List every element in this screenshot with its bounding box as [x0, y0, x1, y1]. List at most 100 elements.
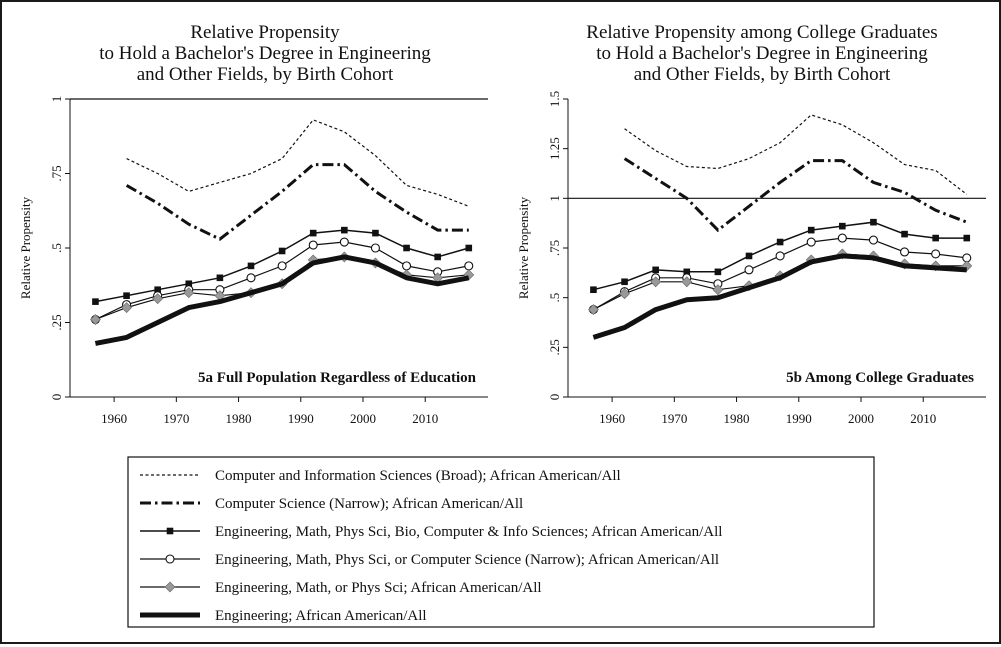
chart-title-line: and Other Fields, by Birth Cohort — [634, 64, 891, 85]
data-point-square — [714, 268, 722, 276]
x-tick-label: 1980 — [226, 411, 252, 426]
data-point-circle — [775, 251, 785, 261]
data-point-diamond — [712, 284, 724, 296]
data-point-square — [901, 230, 908, 238]
data-point-diamond — [681, 276, 693, 288]
x-tick-label: 2010 — [412, 411, 438, 426]
y-tick-label: .5 — [547, 293, 562, 303]
data-point-circle — [931, 249, 941, 259]
series-line-diamond — [593, 253, 967, 311]
panel-5b: Relative Propensity among College Gradua… — [516, 22, 986, 426]
data-point-square — [341, 226, 348, 234]
data-point-square — [745, 252, 753, 260]
y-axis-label: Relative Propensity — [516, 196, 531, 299]
y-tick-label: .25 — [49, 314, 64, 330]
data-point-circle — [900, 247, 910, 257]
legend-label: Engineering; African American/All — [215, 608, 427, 624]
panel-label: 5a Full Population Regardless of Educati… — [198, 370, 477, 386]
data-point-square — [683, 268, 691, 276]
data-point-diamond — [619, 288, 630, 300]
data-point-square — [776, 238, 784, 246]
data-point-square — [652, 266, 659, 274]
legend-label: Computer and Information Sciences (Broad… — [215, 468, 621, 484]
data-point-circle — [277, 261, 287, 271]
data-point-square — [403, 244, 410, 252]
x-tick-label: 2000 — [848, 411, 874, 426]
x-tick-label: 1990 — [288, 411, 314, 426]
series-line-dotted — [624, 114, 968, 195]
data-point-square — [372, 229, 379, 237]
legend-label: Engineering, Math, Phys Sci, or Computer… — [215, 552, 719, 568]
x-tick-label: 1990 — [786, 411, 812, 426]
y-tick-label: .5 — [49, 243, 64, 253]
legend-label: Engineering, Math, or Phys Sci; African … — [215, 580, 542, 596]
y-tick-label: 1 — [49, 96, 64, 103]
x-tick-label: 1970 — [163, 411, 189, 426]
data-point-square — [932, 234, 939, 242]
legend-marker-diamond — [164, 581, 176, 593]
data-point-circle — [806, 237, 816, 247]
legend-marker-circle — [165, 554, 175, 564]
y-tick-label: .25 — [547, 339, 562, 355]
y-tick-label: 1 — [547, 195, 562, 202]
data-point-square — [963, 234, 971, 242]
chart-title-line: Relative Propensity — [190, 22, 340, 43]
series-line-thick — [94, 254, 470, 346]
y-tick-label: 0 — [547, 394, 562, 401]
data-point-square — [92, 298, 99, 305]
data-point-square — [123, 292, 130, 299]
data-point-circle — [464, 261, 474, 271]
data-point-diamond — [152, 293, 164, 305]
legend-label: Computer Science (Narrow); African Ameri… — [215, 496, 523, 512]
data-point-square — [185, 280, 193, 288]
x-tick-label: 1980 — [724, 411, 750, 426]
panel-label: 5b Among College Graduates — [786, 370, 974, 386]
legend-marker-square — [166, 527, 174, 535]
y-axis-label: Relative Propensity — [18, 196, 33, 299]
data-point-circle — [370, 243, 380, 253]
y-tick-label: .75 — [49, 165, 64, 181]
y-tick-label: .75 — [547, 240, 562, 256]
y-tick-label: 1.25 — [547, 137, 562, 160]
data-point-diamond — [650, 276, 662, 288]
series-line-dotted — [126, 119, 470, 207]
data-point-square — [278, 247, 286, 255]
data-point-diamond — [588, 304, 599, 316]
chart-title-line: Relative Propensity among College Gradua… — [586, 22, 937, 43]
data-point-diamond — [90, 314, 101, 325]
data-point-circle — [246, 273, 256, 283]
data-point-square — [621, 278, 628, 286]
data-point-square — [247, 262, 255, 270]
y-tick-label: 0 — [49, 394, 64, 401]
data-point-circle — [339, 237, 349, 247]
x-tick-label: 1970 — [661, 411, 687, 426]
data-point-square — [590, 286, 597, 294]
legend-label: Engineering, Math, Phys Sci, Bio, Comput… — [215, 524, 722, 540]
data-point-square — [807, 226, 815, 234]
data-point-square — [870, 218, 877, 226]
series-line-thick — [592, 253, 967, 340]
x-tick-label: 1960 — [101, 411, 127, 426]
series-line-dashdot — [125, 163, 469, 241]
data-point-circle — [744, 265, 754, 275]
data-point-circle — [868, 235, 878, 245]
data-point-square — [465, 244, 473, 252]
x-tick-label: 2000 — [350, 411, 376, 426]
data-point-square — [434, 253, 441, 261]
data-point-square — [216, 274, 224, 282]
data-point-diamond — [121, 302, 132, 314]
data-point-diamond — [183, 287, 195, 299]
data-point-circle — [837, 233, 847, 243]
series-line-dashdot — [623, 157, 968, 233]
data-point-square — [309, 229, 317, 237]
y-tick-label: 1.5 — [547, 91, 562, 107]
data-point-square — [839, 222, 846, 230]
legend-box — [127, 456, 875, 628]
chart-title-line: to Hold a Bachelor's Degree in Engineeri… — [596, 43, 928, 64]
data-point-square — [154, 286, 161, 294]
data-point-circle — [308, 240, 318, 250]
legend: Computer and Information Sciences (Broad… — [127, 456, 875, 628]
